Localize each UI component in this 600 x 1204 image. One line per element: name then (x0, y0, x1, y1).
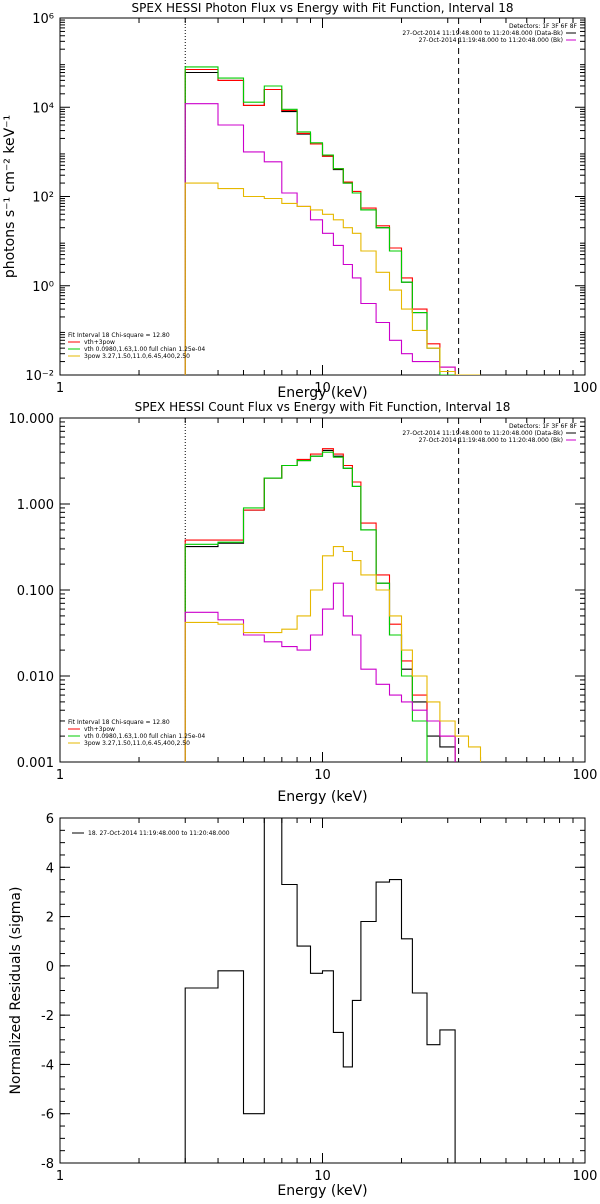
y-tick-label: 10.000 (9, 412, 55, 427)
y-tick-label: 0.001 (17, 756, 54, 771)
series-line-1 (184, 818, 456, 1163)
x-tick-label: 100 (573, 381, 598, 396)
x-tick-label: 100 (573, 1169, 598, 1184)
legend-fit-header: Fit Interval 18 Chi-square = 12.80 (68, 719, 170, 726)
legend-fit-header: Fit Interval 18 Chi-square = 12.80 (68, 332, 170, 339)
y-tick-label: 0.100 (17, 584, 54, 599)
legend-entry: vth 0.0980,1.63,1.00 full chian 1.25e-04 (84, 733, 205, 740)
series-line-2 (184, 68, 469, 375)
plot-frame (59, 817, 586, 1164)
series-line-2 (184, 448, 456, 762)
legend-entry: 3pow 3.27,1.50,11.0,6.45,400,2.50 (84, 740, 190, 747)
legend-entry: 3pow 3.27,1.50,11.0,6.45,400,2.50 (84, 353, 190, 360)
y-tick-label: 10² (32, 191, 54, 206)
y-tick-label: 10⁴ (32, 101, 54, 116)
legend-entry: vth+3pow (84, 339, 115, 346)
x-axis-label: Energy (keV) (277, 789, 367, 805)
chart-panel-2: SPEX HESSI Count Flux vs Energy with Fit… (9, 400, 598, 805)
plot-frame (59, 17, 586, 376)
series-line-3 (184, 451, 428, 762)
y-tick-label: -2 (41, 1009, 54, 1024)
series-line-1 (184, 71, 469, 375)
legend-entry: 27-Oct-2014 11:19:48.000 to 11:20:48.000… (419, 437, 563, 444)
y-tick-label: -4 (41, 1058, 54, 1073)
y-tick-label: 1.000 (17, 498, 54, 513)
y-tick-label: 0.010 (17, 670, 54, 685)
y-tick-label: -6 (41, 1108, 54, 1123)
legend-detectors: Detectors: 1F 3F 6F 8F (509, 423, 578, 430)
chart-title: SPEX HESSI Photon Flux vs Energy with Fi… (132, 1, 514, 15)
x-tick-label: 1 (56, 1169, 64, 1184)
legend-detectors: Detectors: 1F 3F 6F 8F (509, 23, 578, 30)
legend-entry: 27-Oct-2014 11:19:48.000 to 11:20:48.000… (402, 30, 563, 37)
legend-entry: 27-Oct-2014 11:19:48.000 to 11:20:48.000… (419, 37, 563, 44)
x-tick-label: 1 (56, 768, 64, 783)
y-tick-label: 10⁻² (25, 369, 54, 384)
chart-title: SPEX HESSI Count Flux vs Energy with Fit… (135, 400, 511, 414)
series-line-3 (184, 66, 456, 375)
series-line-1 (184, 449, 456, 762)
y-tick-label: 6 (46, 812, 54, 827)
y-tick-label: 10⁰ (32, 280, 54, 295)
x-tick-label: 1 (56, 381, 64, 396)
y-axis-label: photons s⁻¹ cm⁻² keV⁻¹ (2, 115, 18, 278)
y-axis-label: Normalized Residuals (sigma) (8, 887, 24, 1095)
legend-entry: vth 0.0980,1.63,1.00 full chian 1.25e-04 (84, 346, 205, 353)
chart-panel-3: Energy (keV) Normalized Residuals (sigma)… (8, 812, 597, 1199)
legend-entry: 27-Oct-2014 11:19:48.000 to 11:20:48.000… (402, 430, 563, 437)
y-tick-label: 4 (46, 861, 54, 876)
x-axis-label: Energy (keV) (277, 1183, 367, 1199)
x-axis-label: Energy (keV) (277, 385, 367, 401)
x-tick-label: 10 (314, 381, 331, 396)
y-tick-label: 0 (46, 960, 54, 975)
series-line-4 (184, 582, 456, 762)
y-tick-label: 10⁶ (32, 12, 54, 27)
x-tick-label: 10 (314, 768, 331, 783)
series-line-5 (184, 546, 482, 762)
series-line-4 (184, 103, 469, 375)
y-tick-label: -8 (41, 1157, 54, 1172)
x-tick-label: 10 (314, 1169, 331, 1184)
legend-entry: 18. 27-Oct-2014 11:19:48.000 to 11:20:48… (88, 830, 230, 837)
chart-panel-1: SPEX HESSI Photon Flux vs Energy with Fi… (2, 1, 597, 401)
series-line-5 (184, 182, 481, 375)
legend-entry: vth+3pow (84, 726, 115, 733)
y-tick-label: 2 (46, 911, 54, 926)
x-tick-label: 100 (573, 768, 598, 783)
